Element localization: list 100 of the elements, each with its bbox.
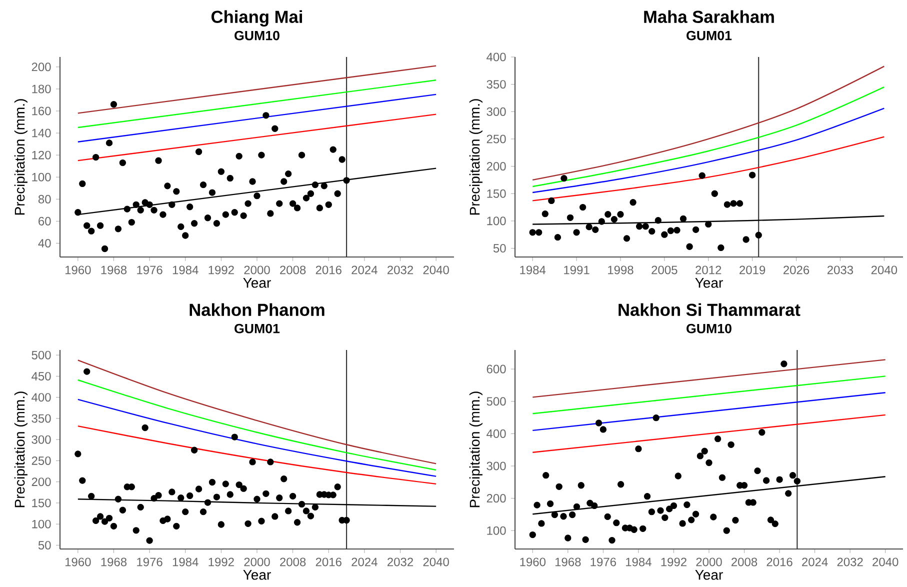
x-tick-label: 2026 bbox=[784, 266, 810, 274]
point bbox=[554, 234, 562, 241]
x-tick-label: 1976 bbox=[137, 558, 162, 566]
point bbox=[598, 218, 605, 225]
y-tick-label: 50 bbox=[38, 540, 51, 550]
y-tick-label: 200 bbox=[486, 494, 506, 503]
y-tick-label: 140 bbox=[32, 128, 51, 138]
x-tick-label: 2000 bbox=[244, 558, 270, 566]
x-tick-label: 1984 bbox=[626, 558, 652, 566]
point bbox=[573, 229, 580, 236]
line-series bbox=[77, 360, 437, 464]
chart-subtitle: GUM10 bbox=[234, 30, 280, 40]
y-tick-label: 100 bbox=[32, 520, 51, 528]
point bbox=[736, 200, 744, 207]
point bbox=[724, 201, 731, 208]
point bbox=[604, 211, 612, 218]
point bbox=[610, 216, 618, 223]
x-tick-label: 1976 bbox=[137, 266, 162, 274]
x-tick-label: 2008 bbox=[732, 558, 758, 566]
y-tick-label: 150 bbox=[487, 189, 506, 198]
y-tick-label: 100 bbox=[32, 172, 51, 182]
point bbox=[755, 232, 762, 238]
point bbox=[692, 226, 700, 234]
x-tick-label: 1998 bbox=[608, 266, 634, 274]
x-tick-label: 1968 bbox=[101, 558, 127, 566]
point bbox=[642, 223, 649, 230]
x-tick-label: 2032 bbox=[837, 558, 863, 566]
x-tick-label: 1968 bbox=[555, 558, 581, 566]
x-tick-label: 1984 bbox=[520, 266, 546, 274]
x-tick-label: 2024 bbox=[352, 558, 378, 566]
y-tick-label: 400 bbox=[486, 429, 506, 438]
y-tick-label: 40 bbox=[38, 238, 51, 248]
line-series bbox=[532, 108, 885, 194]
point bbox=[705, 220, 712, 228]
x-tick-label: 2019 bbox=[740, 266, 766, 274]
line-series bbox=[532, 136, 885, 202]
x-tick-label: 1960 bbox=[65, 558, 91, 566]
x-tick-label: 2005 bbox=[652, 266, 678, 274]
x-tick-label: 2040 bbox=[423, 558, 449, 566]
line-series bbox=[532, 66, 885, 181]
point bbox=[718, 244, 724, 252]
y-tick-label: 60 bbox=[38, 216, 51, 226]
x-tick-label: 2032 bbox=[388, 558, 413, 566]
x-tick-label: 1991 bbox=[564, 266, 590, 274]
point bbox=[536, 229, 542, 236]
point bbox=[579, 204, 586, 211]
point bbox=[648, 228, 656, 235]
x-axis-title: Year bbox=[695, 570, 723, 580]
point bbox=[592, 226, 599, 234]
x-tick-label: 2033 bbox=[827, 266, 854, 274]
point bbox=[742, 236, 750, 243]
line-series bbox=[77, 379, 437, 471]
x-axis-title: Year bbox=[695, 278, 723, 288]
line-series bbox=[77, 425, 437, 485]
y-tick-label: 200 bbox=[32, 62, 51, 72]
x-tick-label: 1976 bbox=[590, 558, 616, 566]
x-tick-label: 1992 bbox=[208, 266, 234, 274]
y-tick-label: 250 bbox=[32, 456, 51, 465]
x-tick-label: 1984 bbox=[172, 266, 198, 274]
chart-subtitle: GUM01 bbox=[686, 30, 732, 40]
y-tick-label: 500 bbox=[486, 397, 506, 406]
x-tick-label: 2040 bbox=[872, 558, 898, 566]
y-tick-label: 180 bbox=[32, 84, 51, 94]
y-tick-label: 50 bbox=[493, 244, 506, 253]
x-tick-label: 2024 bbox=[352, 266, 378, 274]
x-tick-label: 2016 bbox=[316, 558, 342, 566]
y-tick-label: 100 bbox=[487, 216, 506, 226]
y-axis-title: Precipitation (mm.) bbox=[14, 99, 28, 215]
x-tick-label: 2012 bbox=[696, 266, 722, 274]
y-tick-label: 200 bbox=[486, 162, 506, 171]
point bbox=[560, 174, 568, 182]
y-tick-label: 500 bbox=[32, 350, 51, 360]
point bbox=[686, 243, 693, 250]
x-tick-label: 2016 bbox=[766, 558, 792, 566]
point bbox=[586, 224, 592, 230]
point bbox=[711, 190, 718, 197]
chart-title: Nakhon Phanom bbox=[190, 303, 324, 316]
y-tick-label: 450 bbox=[32, 372, 51, 380]
x-tick-label: 1960 bbox=[65, 266, 91, 274]
y-tick-label: 160 bbox=[32, 106, 51, 116]
y-tick-label: 300 bbox=[486, 107, 506, 116]
x-tick-label: 2008 bbox=[280, 266, 306, 274]
point bbox=[654, 217, 662, 224]
x-tick-label: 2040 bbox=[423, 266, 449, 274]
y-tick-label: 300 bbox=[486, 462, 506, 470]
point bbox=[698, 172, 706, 179]
y-tick-label: 400 bbox=[486, 52, 506, 62]
point bbox=[566, 214, 574, 221]
y-tick-label: 120 bbox=[32, 150, 51, 160]
point bbox=[674, 226, 680, 234]
y-axis-title: Precipitation (mm.) bbox=[469, 99, 482, 215]
y-axis-title: Precipitation (mm.) bbox=[14, 392, 28, 508]
chart-subtitle: GUM01 bbox=[234, 324, 280, 334]
point bbox=[630, 199, 636, 206]
x-tick-label: 2000 bbox=[696, 558, 722, 566]
x-axis-title: Year bbox=[243, 570, 271, 580]
x-tick-label: 1968 bbox=[101, 266, 127, 274]
x-tick-label: 1992 bbox=[661, 558, 686, 566]
x-tick-label: 2000 bbox=[244, 266, 270, 274]
chart-title: Maha Sarakham bbox=[644, 10, 774, 23]
